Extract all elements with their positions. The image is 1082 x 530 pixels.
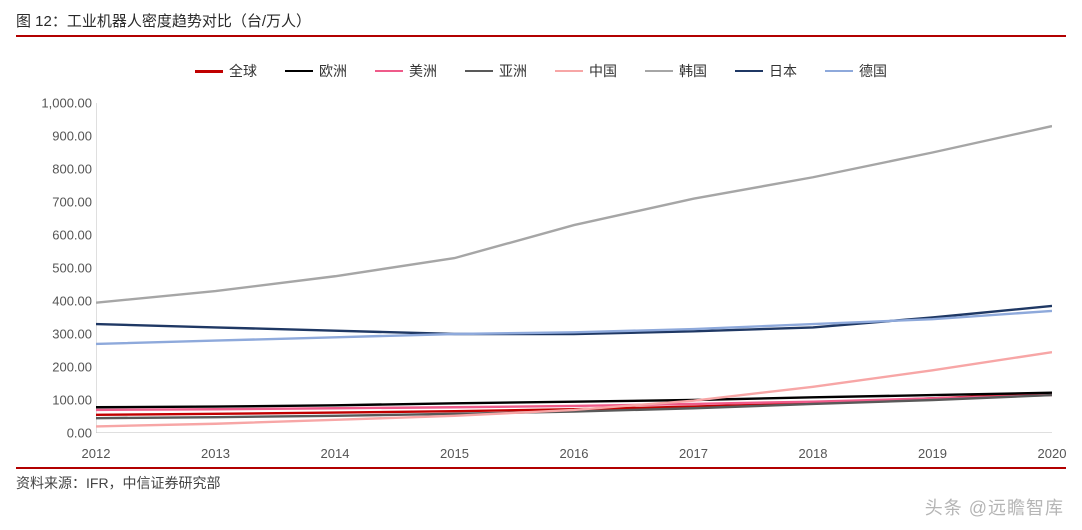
x-tick-label: 2018 [799, 446, 828, 461]
legend-label: 美洲 [409, 61, 437, 81]
legend-label: 德国 [859, 61, 887, 81]
legend-label: 全球 [229, 61, 257, 81]
legend-item: 韩国 [645, 61, 707, 81]
legend-swatch [195, 70, 223, 73]
legend-swatch [285, 70, 313, 72]
legend-swatch [735, 70, 763, 72]
y-tick-label: 900.00 [16, 129, 92, 144]
legend-item: 德国 [825, 61, 887, 81]
legend-swatch [465, 70, 493, 72]
y-tick-label: 800.00 [16, 162, 92, 177]
chart-title: 图 12：工业机器人密度趋势对比（台/万人） [16, 10, 1066, 31]
x-tick-label: 2015 [440, 446, 469, 461]
series-line [96, 352, 1052, 426]
legend-item: 亚洲 [465, 61, 527, 81]
legend-swatch [645, 70, 673, 72]
x-tick-label: 2017 [679, 446, 708, 461]
legend-item: 中国 [555, 61, 617, 81]
x-tick-label: 2012 [82, 446, 111, 461]
legend-label: 亚洲 [499, 61, 527, 81]
legend-swatch [375, 70, 403, 72]
legend-swatch [555, 70, 583, 72]
legend-label: 欧洲 [319, 61, 347, 81]
legend-label: 中国 [589, 61, 617, 81]
legend-label: 日本 [769, 61, 797, 81]
legend-item: 欧洲 [285, 61, 347, 81]
y-tick-label: 700.00 [16, 195, 92, 210]
y-tick-label: 300.00 [16, 327, 92, 342]
y-tick-label: 400.00 [16, 294, 92, 309]
watermark: 头条 @远瞻智库 [925, 494, 1064, 520]
line-chart-svg [96, 103, 1052, 433]
legend-label: 韩国 [679, 61, 707, 81]
legend-item: 全球 [195, 61, 257, 81]
legend: 全球 欧洲 美洲 亚洲 中国 韩国 日本 德国 [16, 43, 1066, 95]
legend-item: 日本 [735, 61, 797, 81]
title-divider [16, 35, 1066, 37]
y-tick-label: 100.00 [16, 393, 92, 408]
x-tick-label: 2019 [918, 446, 947, 461]
y-tick-label: 600.00 [16, 228, 92, 243]
legend-swatch [825, 70, 853, 72]
x-tick-label: 2013 [201, 446, 230, 461]
y-tick-label: 500.00 [16, 261, 92, 276]
y-tick-label: 0.00 [16, 426, 92, 441]
y-tick-label: 1,000.00 [16, 96, 92, 111]
x-tick-label: 2014 [321, 446, 350, 461]
series-line [96, 126, 1052, 303]
x-tick-label: 2016 [560, 446, 589, 461]
source-text: 资料来源：IFR，中信证券研究部 [12, 469, 1070, 493]
plot-region [96, 103, 1052, 433]
y-tick-label: 200.00 [16, 360, 92, 375]
x-tick-label: 2020 [1038, 446, 1067, 461]
legend-item: 美洲 [375, 61, 437, 81]
chart-area: 全球 欧洲 美洲 亚洲 中国 韩国 日本 德国 0.00 100.00 200.00 300.00 4… [16, 43, 1066, 463]
